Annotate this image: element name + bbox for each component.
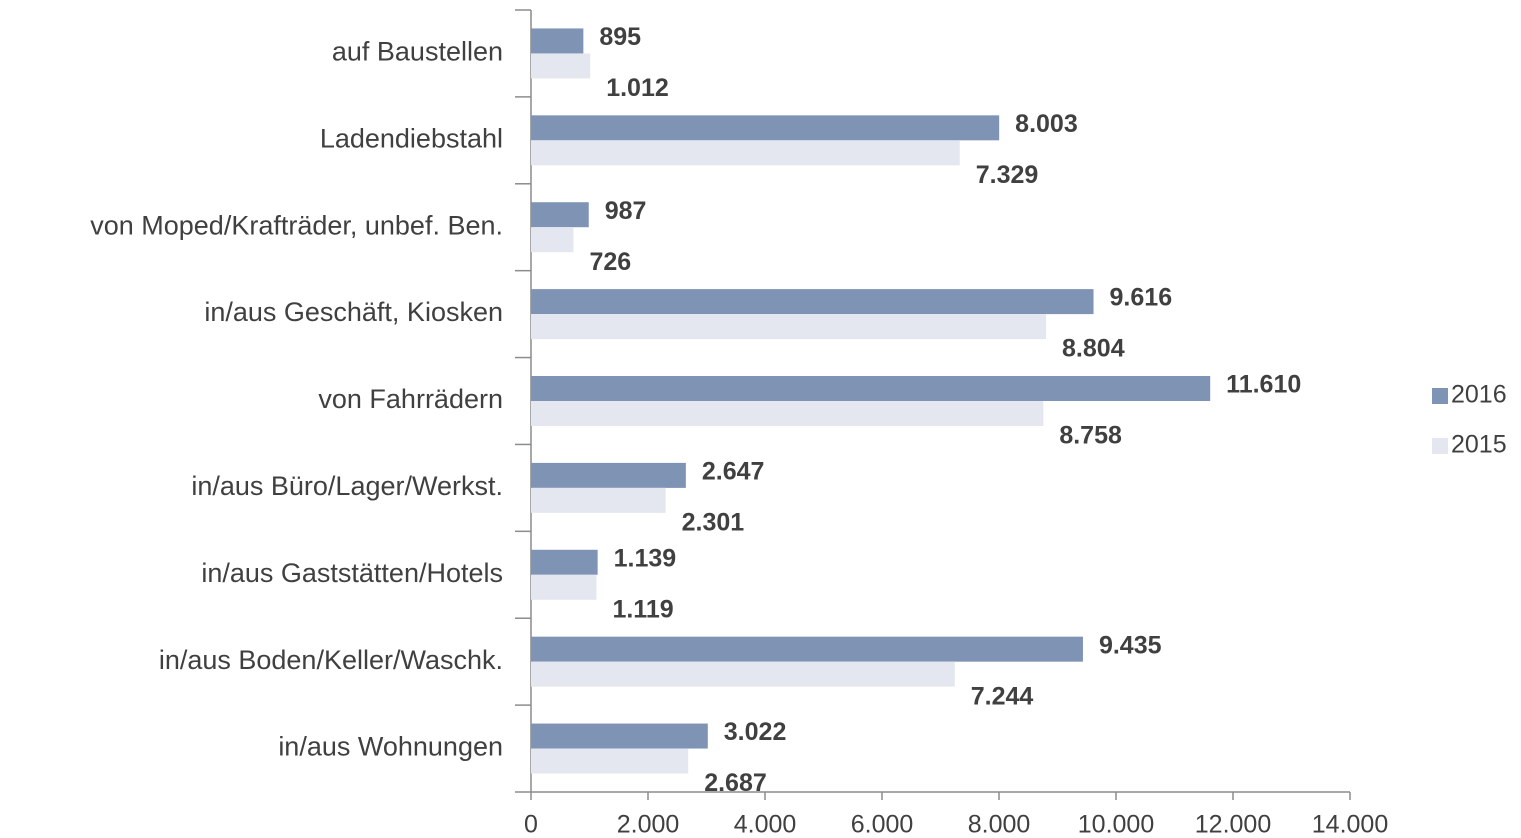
bar <box>531 661 955 687</box>
category-label: in/aus Gaststätten/Hotels <box>201 558 503 588</box>
bar <box>531 636 1083 662</box>
value-label: 1.012 <box>606 74 669 102</box>
value-label: 8.003 <box>1015 110 1078 138</box>
bar <box>531 115 1000 141</box>
legend-label: 2015 <box>1451 431 1507 459</box>
x-tick-label: 14.000 <box>1312 811 1388 838</box>
bar <box>531 28 584 54</box>
value-label: 3.022 <box>724 718 787 746</box>
value-label: 8.758 <box>1059 422 1122 450</box>
value-label: 7.329 <box>976 161 1039 189</box>
legend-label: 2016 <box>1451 381 1507 409</box>
value-label: 2.301 <box>682 508 745 536</box>
category-label: in/aus Boden/Keller/Waschk. <box>159 645 503 675</box>
bar <box>531 723 708 749</box>
x-tick-label: 10.000 <box>1078 811 1154 838</box>
category-label: auf Baustellen <box>332 37 503 67</box>
value-label: 9.435 <box>1099 631 1162 659</box>
x-tick-label: 12.000 <box>1195 811 1271 838</box>
bar <box>531 289 1094 315</box>
x-tick-label: 0 <box>524 811 538 838</box>
category-label: in/aus Geschäft, Kiosken <box>204 297 503 327</box>
value-label: 2.647 <box>702 457 765 485</box>
bar <box>531 376 1211 401</box>
x-tick-label: 4.000 <box>734 811 797 838</box>
category-label: von Fahrrädern <box>318 384 503 414</box>
bar <box>531 549 598 575</box>
value-label: 2.687 <box>704 769 767 797</box>
value-label: 9.616 <box>1110 284 1173 312</box>
category-label: in/aus Wohnungen <box>278 732 503 762</box>
x-tick-label: 8.000 <box>968 811 1031 838</box>
value-label: 895 <box>599 23 641 51</box>
value-label: 1.119 <box>612 595 673 623</box>
x-tick-label: 6.000 <box>851 811 914 838</box>
bar <box>531 574 597 600</box>
bar <box>531 314 1047 340</box>
value-label: 726 <box>589 248 631 276</box>
value-label: 7.244 <box>971 682 1034 710</box>
bar <box>531 53 591 79</box>
bar <box>531 227 574 253</box>
x-tick-label: 2.000 <box>617 811 680 838</box>
category-label: von Moped/Krafträder, unbef. Ben. <box>90 210 503 240</box>
bar <box>531 140 960 166</box>
bar <box>531 202 589 228</box>
bar <box>531 462 686 488</box>
value-label: 987 <box>605 197 647 225</box>
bar <box>531 748 689 774</box>
legend-swatch <box>1432 438 1448 454</box>
value-label: 11.610 <box>1226 371 1301 399</box>
legend-swatch <box>1432 388 1448 404</box>
category-label: Ladendiebstahl <box>320 123 503 153</box>
bar <box>531 487 666 513</box>
bar <box>531 401 1044 426</box>
category-label: in/aus Büro/Lager/Werkst. <box>191 471 503 501</box>
value-label: 8.804 <box>1062 335 1125 363</box>
value-label: 1.139 <box>614 544 677 572</box>
